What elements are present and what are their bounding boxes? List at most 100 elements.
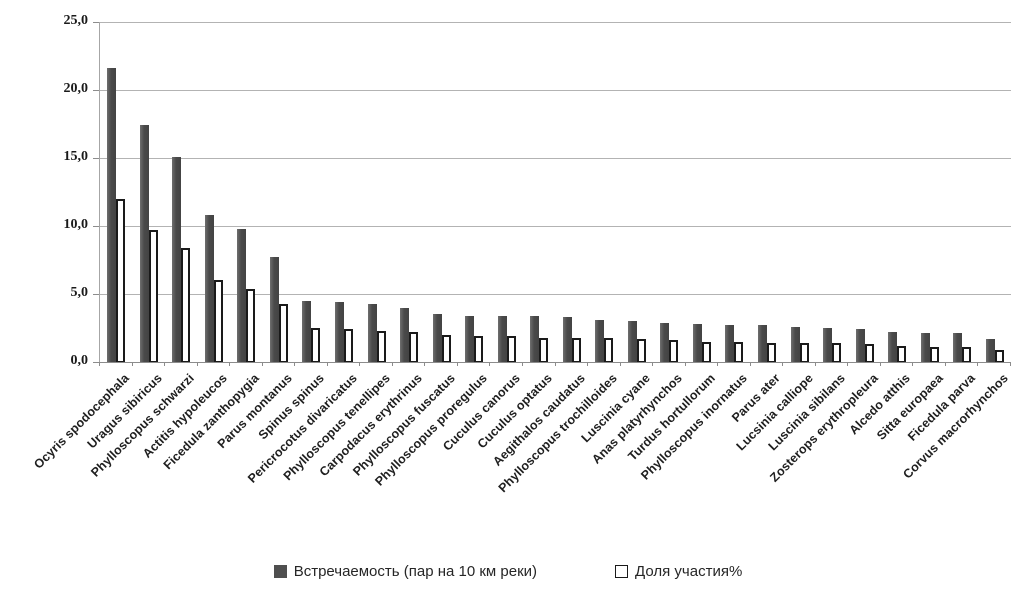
gridline	[100, 226, 1011, 227]
category-group	[230, 229, 263, 362]
gridline	[100, 294, 1011, 295]
bar-share	[246, 289, 256, 362]
bar-share	[799, 343, 809, 362]
bar-share	[832, 343, 842, 362]
x-axis-tick	[685, 362, 686, 366]
bar-occurrence	[269, 257, 279, 362]
category-group	[263, 257, 296, 362]
y-axis-tick	[93, 90, 99, 91]
bar-occurrence	[432, 314, 442, 362]
bar-occurrence	[985, 339, 995, 362]
y-axis-tick-label: 0,0	[70, 353, 89, 368]
gridline	[100, 90, 1011, 91]
bar-share	[116, 199, 126, 362]
x-axis-tick	[359, 362, 360, 366]
bar-occurrence	[465, 316, 475, 362]
category-group	[328, 302, 361, 362]
category-group	[588, 320, 621, 362]
bar-share	[213, 280, 223, 362]
legend-label-occurrence: Встречаемость (пар на 10 км реки)	[293, 562, 538, 580]
y-axis-tick	[93, 294, 99, 295]
bar-occurrence	[660, 323, 670, 362]
x-axis-tick	[489, 362, 490, 366]
bar-share	[474, 336, 484, 362]
x-axis-tick	[750, 362, 751, 366]
category-group	[816, 328, 849, 362]
x-axis-tick	[294, 362, 295, 366]
x-axis-tick	[912, 362, 913, 366]
bar-share	[962, 347, 972, 362]
bar-occurrence	[757, 325, 767, 362]
bar-share	[311, 328, 321, 362]
category-group	[686, 324, 719, 362]
bar-share	[409, 332, 419, 362]
category-group	[946, 333, 979, 362]
category-group	[783, 327, 816, 362]
bar-share	[148, 230, 158, 362]
x-axis-tick	[555, 362, 556, 366]
category-group	[913, 333, 946, 362]
category-group	[425, 314, 458, 362]
category-group	[881, 332, 914, 362]
x-axis-tick	[587, 362, 588, 366]
bar-occurrence	[855, 329, 865, 362]
category-group	[295, 301, 328, 362]
x-axis-tick	[229, 362, 230, 366]
x-axis-tick	[392, 362, 393, 366]
bar-share	[669, 340, 679, 362]
category-group	[360, 304, 393, 362]
bar-share	[539, 338, 549, 362]
bar-share	[376, 331, 386, 362]
bar-share	[929, 347, 939, 362]
y-axis-tick-label: 20,0	[63, 81, 89, 96]
bar-occurrence	[237, 229, 247, 362]
category-group	[718, 325, 751, 362]
x-axis-tick	[880, 362, 881, 366]
x-axis-tick	[945, 362, 946, 366]
y-axis-tick-label: 15,0	[63, 149, 89, 164]
bar-occurrence	[823, 328, 833, 362]
category-group	[133, 125, 166, 362]
y-axis-tick	[93, 22, 99, 23]
bar-share	[571, 338, 581, 362]
category-group	[393, 308, 426, 362]
bar-occurrence	[139, 125, 149, 362]
bar-occurrence	[172, 157, 182, 362]
bar-share	[994, 350, 1004, 362]
x-axis-tick	[164, 362, 165, 366]
legend: Встречаемость (пар на 10 км реки) Доля у…	[0, 556, 1016, 586]
bar-occurrence	[204, 215, 214, 362]
bar-occurrence	[400, 308, 410, 362]
bar-share	[897, 346, 907, 362]
y-axis-tick	[93, 158, 99, 159]
bar-occurrence	[107, 68, 117, 362]
category-group	[100, 68, 133, 362]
bar-share	[636, 339, 646, 362]
bar-share	[278, 304, 288, 362]
bar-share	[506, 336, 516, 362]
bar-share	[604, 338, 614, 362]
category-group	[978, 339, 1011, 362]
category-group	[751, 325, 784, 362]
bar-occurrence	[335, 302, 345, 362]
y-axis-tick	[93, 226, 99, 227]
x-axis-tick	[457, 362, 458, 366]
bar-share	[734, 342, 744, 362]
x-axis-tick	[652, 362, 653, 366]
bar-share	[181, 248, 191, 362]
bar-occurrence	[530, 316, 540, 362]
x-axis-tick	[522, 362, 523, 366]
bar-occurrence	[562, 317, 572, 362]
legend-swatch-outline-square	[615, 564, 629, 578]
gridline	[100, 22, 1011, 23]
x-axis-tick	[197, 362, 198, 366]
bar-occurrence	[790, 327, 800, 362]
legend-label-share: Доля участия%	[635, 562, 743, 580]
y-axis-tick-label: 5,0	[70, 285, 89, 300]
bar-occurrence	[888, 332, 898, 362]
category-group	[165, 157, 198, 362]
bar-share	[766, 343, 776, 362]
x-axis-tick	[327, 362, 328, 366]
bar-occurrence	[920, 333, 930, 362]
